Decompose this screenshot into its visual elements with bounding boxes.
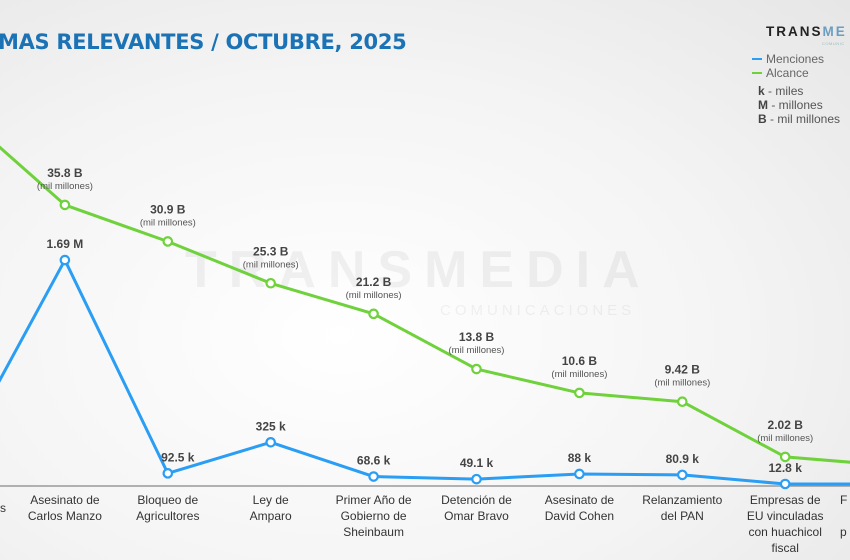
menciones-point bbox=[471, 473, 482, 485]
legend-item-menciones: Menciones bbox=[752, 52, 840, 66]
alcance-data-sublabel: (mil millones) bbox=[757, 433, 813, 444]
logo-sub: COMUNIC bbox=[822, 41, 845, 46]
alcance-data-label: 21.2 B bbox=[356, 275, 392, 289]
watermark: TRANSMEDIA bbox=[185, 241, 652, 299]
menciones-point bbox=[368, 471, 379, 482]
alcance-data-label: 13.8 B bbox=[459, 330, 495, 344]
category-label: Relanzamiento del PAN bbox=[642, 493, 723, 523]
alcance-data-label: 25.3 B bbox=[253, 244, 289, 258]
alcance-data-sublabel: (mil millones) bbox=[243, 259, 299, 270]
menciones-point bbox=[676, 469, 688, 481]
alcance-point bbox=[162, 236, 174, 247]
alcance-data-label: 30.9 B bbox=[150, 202, 186, 216]
alcance-data-sublabel: (mil millones) bbox=[654, 378, 710, 389]
alcance-line bbox=[0, 145, 850, 464]
legend: Menciones Alcance k - miles M - millones… bbox=[752, 52, 840, 126]
menciones-point bbox=[574, 468, 585, 480]
alcance-data-sublabel: (mil millones) bbox=[449, 345, 505, 356]
menciones-data-label: 88 k bbox=[568, 451, 592, 465]
category-label: Bloqueo de Agricultores bbox=[136, 493, 200, 523]
alcance-data-sublabel: (mil millones) bbox=[140, 217, 196, 228]
watermark-sub: COMUNICACIONES bbox=[440, 302, 636, 319]
menciones-data-label: 49.1 k bbox=[460, 456, 494, 470]
menciones-data-label: 1.69 M bbox=[47, 237, 84, 251]
legend-label: Alcance bbox=[766, 66, 809, 80]
menciones-line bbox=[0, 258, 850, 486]
legend-unit-m: M - millones bbox=[758, 98, 823, 112]
category-label: Detención de Omar Bravo bbox=[441, 493, 512, 523]
category-label: Asesinato de Carlos Manzo bbox=[27, 493, 102, 523]
category-label: Empresas de EU vinculadas con huachicol fis… bbox=[746, 493, 824, 555]
menciones-point bbox=[265, 437, 276, 448]
category-label: Asesinato de David Cohen bbox=[544, 493, 615, 523]
legend-swatch bbox=[752, 58, 762, 60]
category-label: Primer Año de Gobierno de Sheinbaum bbox=[335, 493, 412, 539]
alcance-data-sublabel: (mil millones) bbox=[551, 369, 607, 380]
menciones-data-label: 92.5 k bbox=[161, 450, 195, 464]
legend-unit-b: B - mil millones bbox=[758, 112, 841, 126]
alcance-point bbox=[471, 363, 482, 375]
legend-label: Menciones bbox=[766, 52, 825, 66]
menciones-data-label: 325 k bbox=[256, 419, 286, 433]
alcance-point bbox=[779, 451, 791, 463]
category-label: s bbox=[0, 501, 6, 515]
alcance-point bbox=[574, 387, 585, 399]
alcance-data-label: 2.02 B bbox=[768, 418, 804, 432]
logo: TRANSME bbox=[766, 24, 847, 39]
legend-item-alcance: Alcance bbox=[752, 66, 840, 80]
menciones-data-label: 80.9 k bbox=[666, 452, 700, 466]
alcance-data-label: 35.8 B bbox=[47, 166, 83, 180]
alcance-data-label: 9.42 B bbox=[665, 363, 701, 377]
menciones-data-label: 68.6 k bbox=[357, 454, 391, 468]
alcance-data-sublabel: (mil millones) bbox=[37, 181, 93, 192]
alcance-point bbox=[265, 277, 276, 289]
alcance-point bbox=[59, 199, 71, 211]
menciones-point bbox=[59, 254, 71, 266]
alcance-point bbox=[676, 396, 688, 408]
menciones-point bbox=[162, 468, 174, 479]
alcance-data-label: 10.6 B bbox=[562, 354, 598, 368]
page-title: MAS RELEVANTES / OCTUBRE, 2025 bbox=[0, 30, 407, 54]
alcance-data-sublabel: (mil millones) bbox=[346, 290, 402, 301]
category-label: Ley de Amparo bbox=[249, 493, 292, 523]
legend-swatch bbox=[752, 72, 762, 74]
menciones-data-label: 12.8 k bbox=[769, 461, 803, 475]
legend-unit-k: k - miles bbox=[758, 84, 804, 98]
alcance-point bbox=[368, 308, 379, 320]
menciones-point bbox=[779, 478, 791, 490]
